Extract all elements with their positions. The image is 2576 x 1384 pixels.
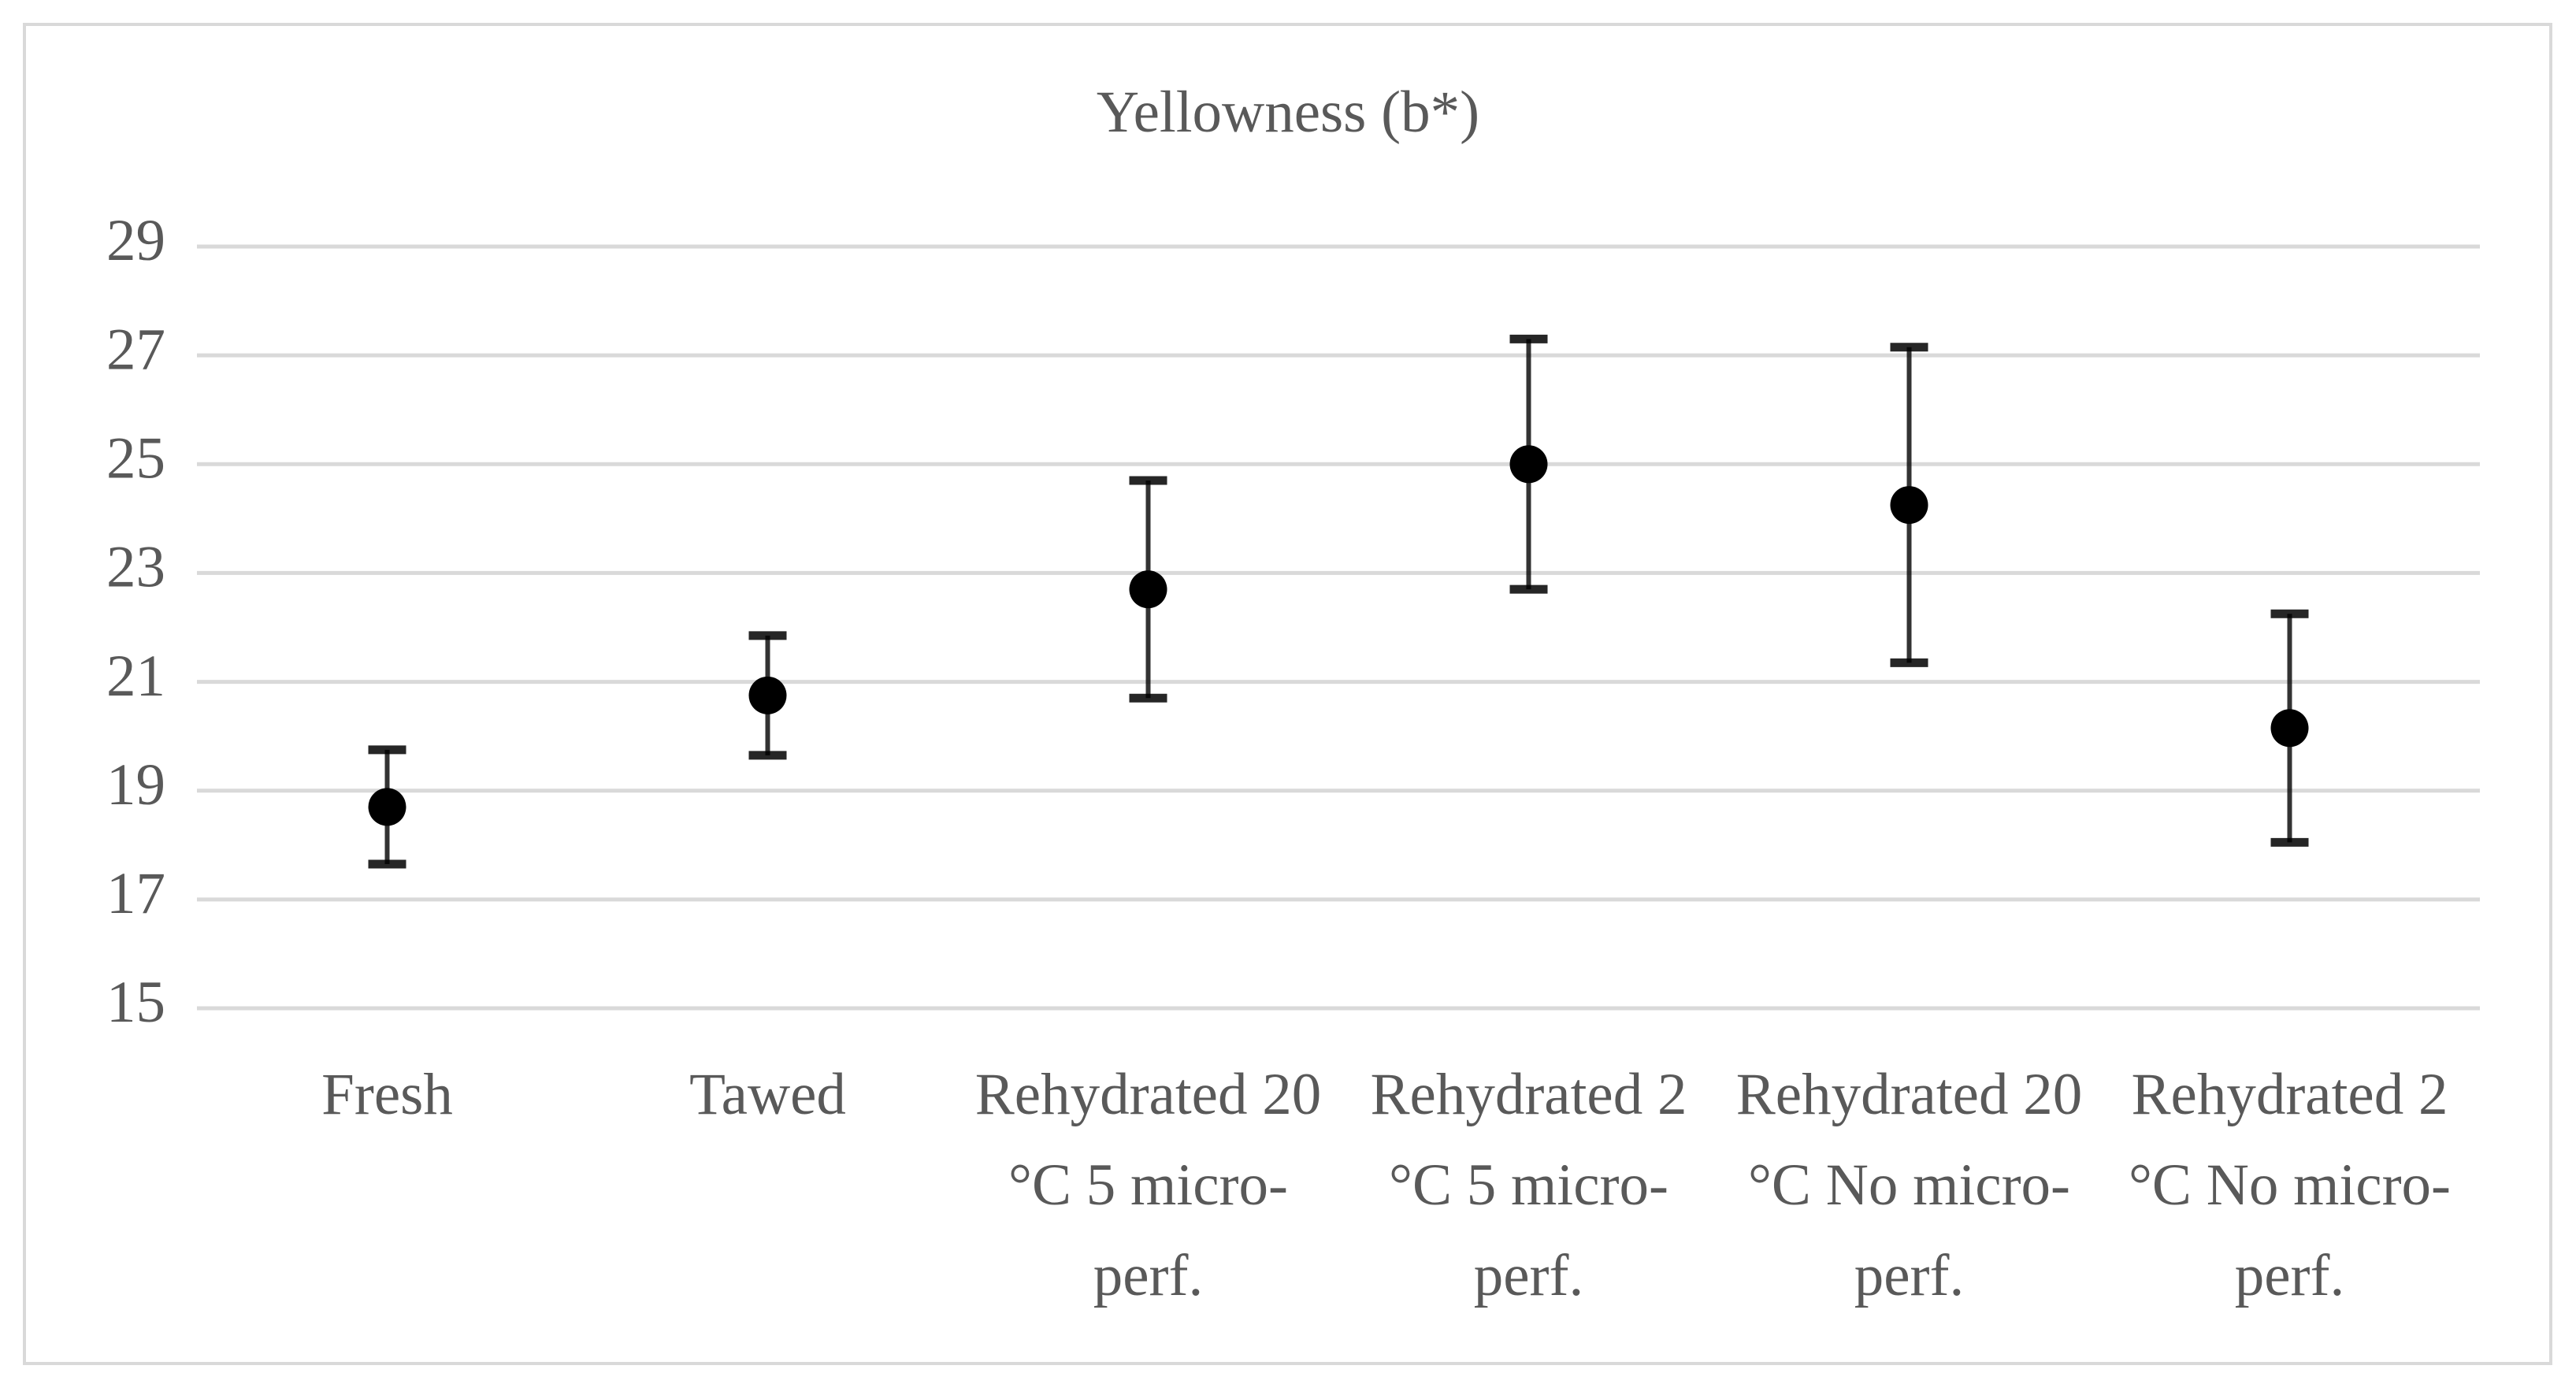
y-tick-label: 21 bbox=[106, 644, 165, 709]
y-tick-label: 29 bbox=[106, 208, 165, 273]
chart-title: Yellowness (b*) bbox=[1097, 80, 1479, 145]
x-tick-label: Fresh bbox=[321, 1062, 453, 1127]
y-tick-label: 25 bbox=[106, 426, 165, 492]
x-tick-label: Rehydrated 2 °C No micro-perf. bbox=[2129, 1062, 2451, 1308]
x-tick-label: Rehydrated 2 °C 5 micro-perf. bbox=[1371, 1062, 1687, 1308]
data-point bbox=[748, 676, 787, 714]
data-point bbox=[1129, 570, 1167, 609]
y-tick-label: 27 bbox=[106, 317, 165, 382]
y-tick-label: 17 bbox=[106, 861, 165, 926]
x-tick-label: Rehydrated 20 °C 5 micro-perf. bbox=[975, 1062, 1321, 1308]
x-tick-label: Tawed bbox=[689, 1062, 846, 1127]
data-point bbox=[2270, 709, 2309, 748]
x-tick-label: Rehydrated 20 °C No micro-perf. bbox=[1736, 1062, 2082, 1308]
data-point bbox=[1890, 486, 1928, 525]
y-tick-label: 15 bbox=[106, 970, 165, 1035]
data-point bbox=[368, 788, 406, 826]
data-point bbox=[1509, 445, 1548, 484]
y-tick-label: 23 bbox=[106, 535, 165, 600]
y-tick-label: 19 bbox=[106, 752, 165, 818]
